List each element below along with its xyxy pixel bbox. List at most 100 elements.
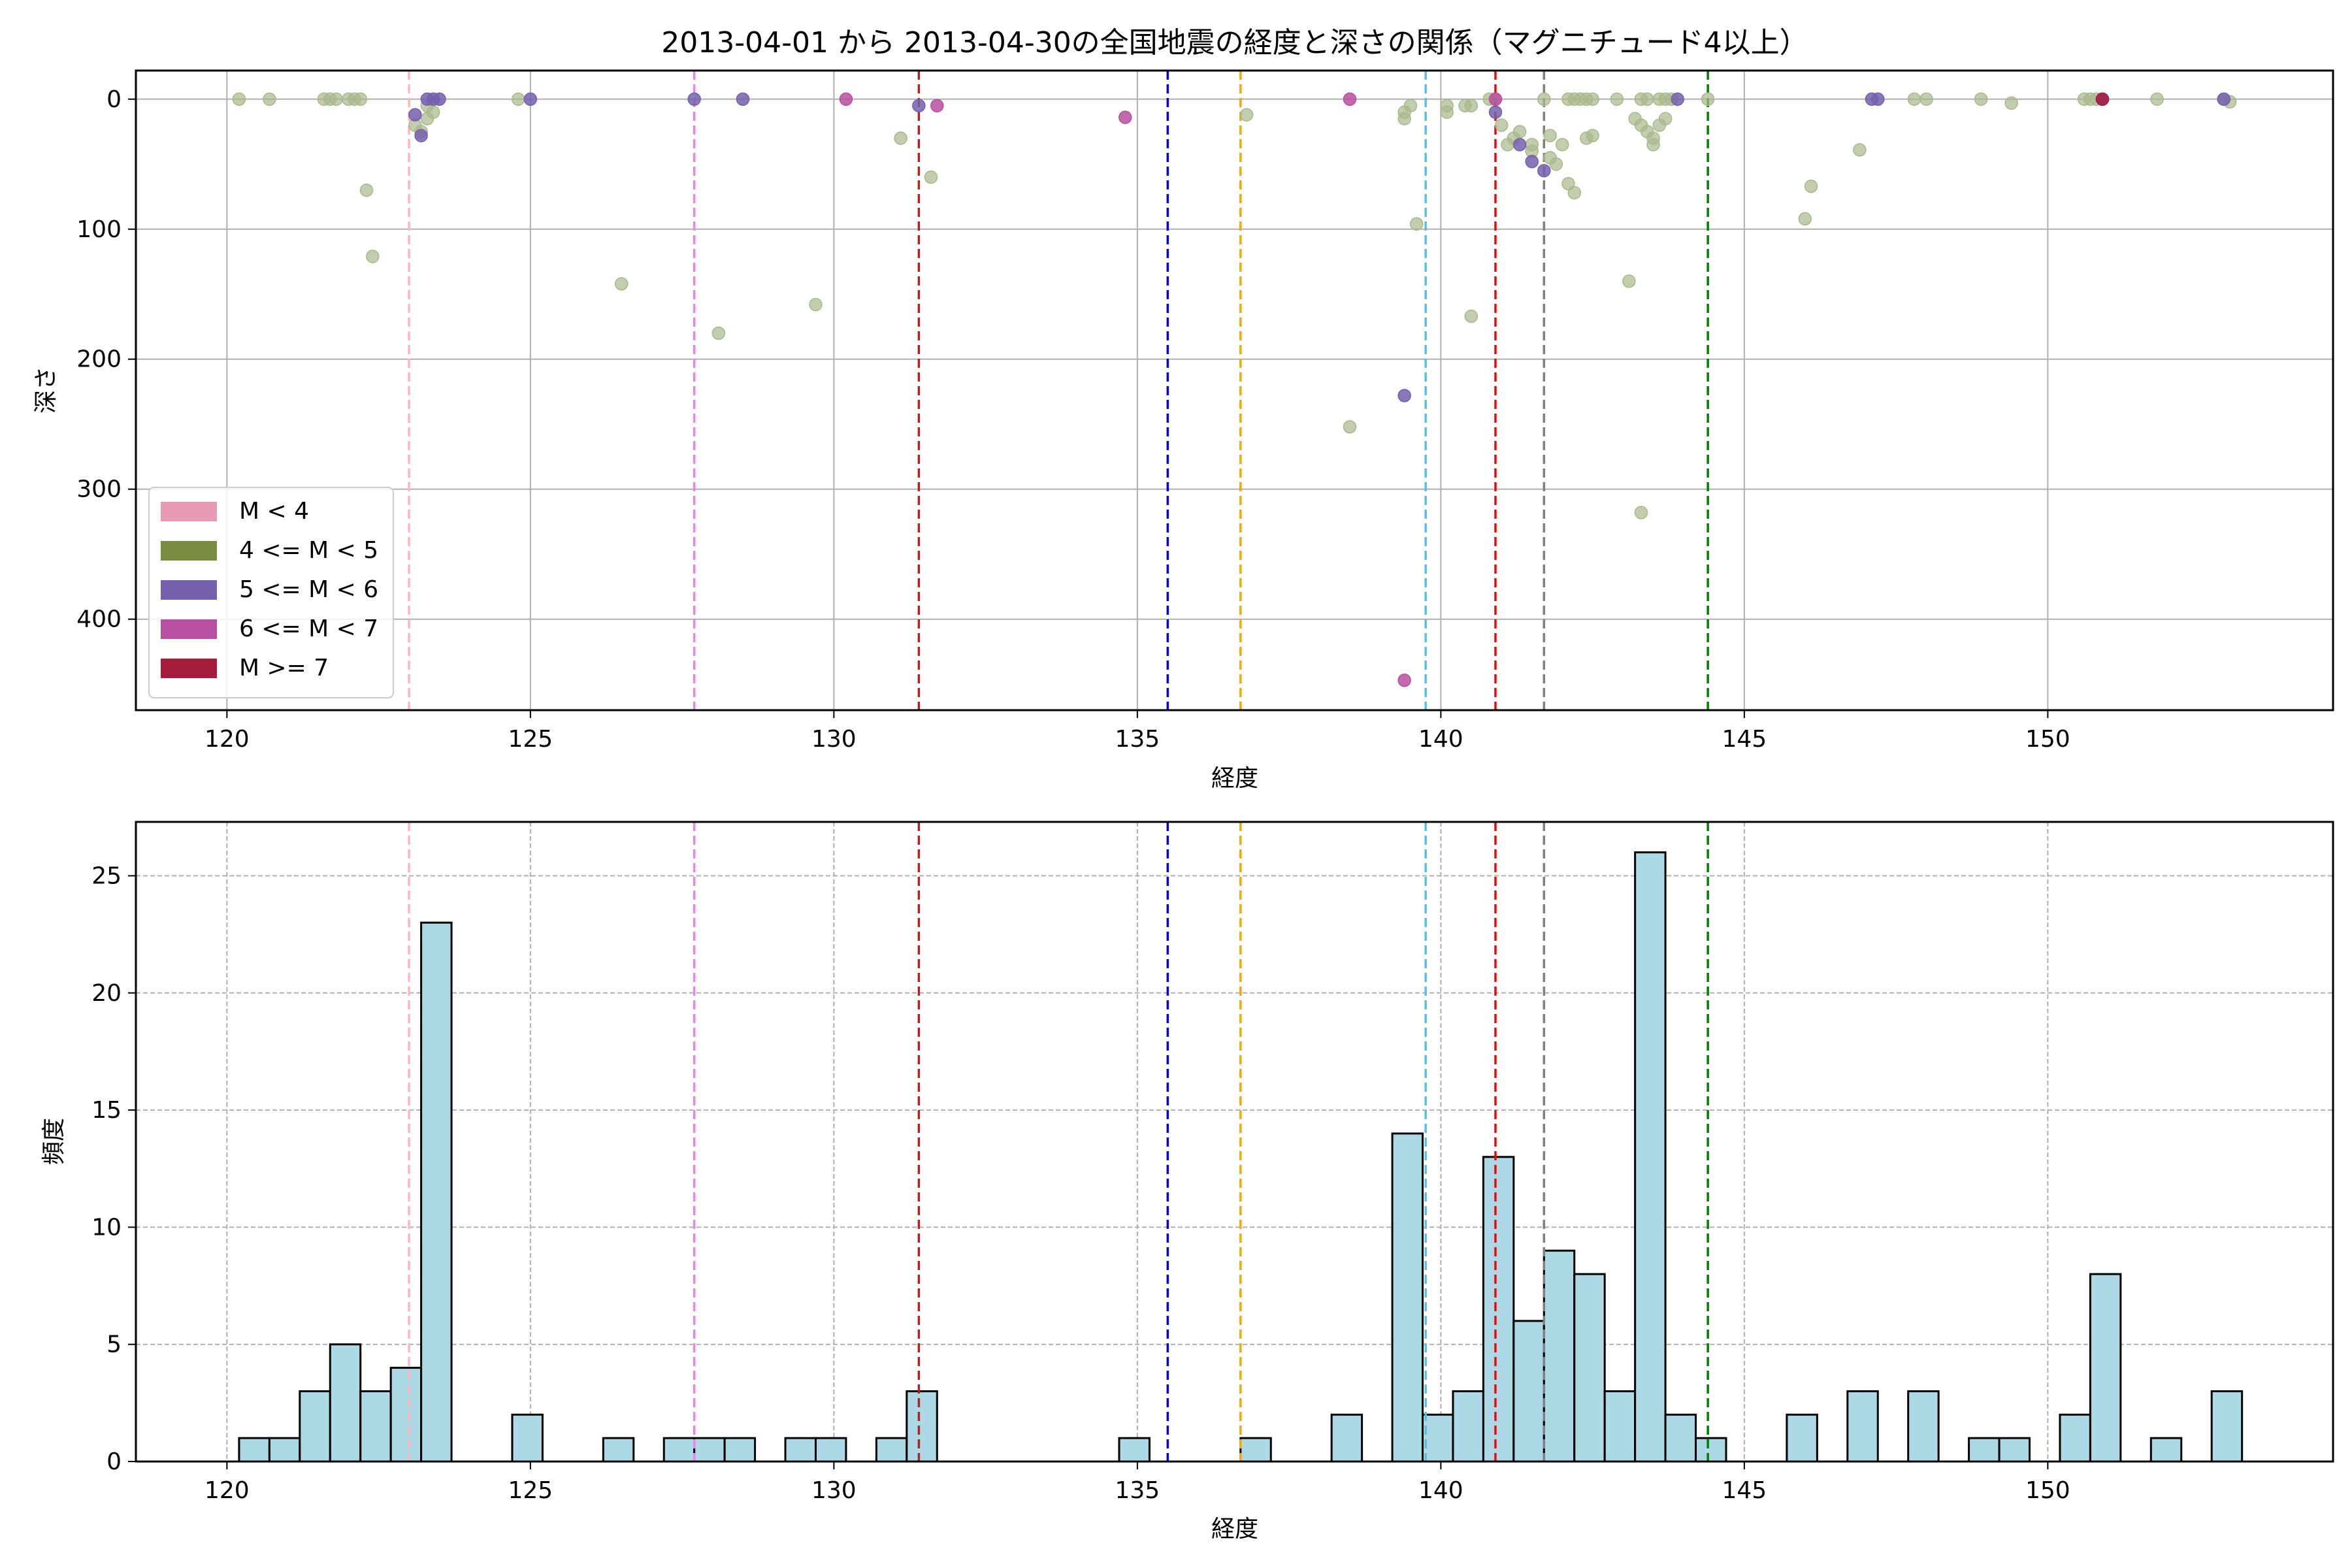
scatter-point bbox=[809, 297, 823, 312]
scatter-point bbox=[1464, 309, 1478, 323]
scatter-point bbox=[1488, 105, 1503, 119]
scatter-x-tick-label: 130 bbox=[811, 726, 857, 753]
scatter-point bbox=[1586, 92, 1599, 106]
scatter-panel: 120 125 130 135 140 145 150 0 100 200 300 400 経度 深… bbox=[33, 69, 2334, 792]
histogram-grid bbox=[136, 822, 2333, 1462]
scatter-x-tick-label: 120 bbox=[204, 726, 250, 753]
histogram-bar bbox=[299, 1390, 331, 1463]
histogram-bar bbox=[906, 1390, 938, 1463]
scatter-point bbox=[1537, 92, 1551, 106]
histogram-bar bbox=[1452, 1390, 1484, 1463]
scatter-x-tick-label: 125 bbox=[508, 726, 553, 753]
scatter-point bbox=[1622, 274, 1636, 288]
scatter-point bbox=[1397, 673, 1411, 687]
scatter-y-ticks: 0 100 200 300 400 bbox=[76, 86, 136, 633]
scatter-point bbox=[687, 92, 701, 106]
histogram-bar bbox=[420, 921, 453, 1463]
scatter-point bbox=[1974, 92, 1988, 106]
scatter-point bbox=[1853, 143, 1867, 157]
scatter-point bbox=[353, 92, 367, 106]
histogram-bar bbox=[784, 1437, 817, 1463]
scatter-point bbox=[1537, 163, 1551, 178]
scatter-point bbox=[736, 92, 750, 106]
scatter-point bbox=[1586, 129, 1599, 142]
histogram-y-tick-label: 15 bbox=[91, 1097, 122, 1124]
scatter-point bbox=[1870, 92, 1885, 106]
scatter-point bbox=[414, 129, 428, 142]
scatter-point bbox=[924, 170, 938, 184]
scatter-point bbox=[1464, 99, 1478, 112]
histogram-bar bbox=[1846, 1390, 1879, 1463]
scatter-point bbox=[1640, 92, 1654, 106]
scatter-x-tick-label: 145 bbox=[1722, 726, 1767, 753]
histogram-bar bbox=[875, 1437, 908, 1463]
histogram-bar bbox=[268, 1437, 301, 1463]
histogram-bar bbox=[1239, 1437, 1272, 1463]
histogram-bar bbox=[1786, 1413, 1818, 1463]
chart-title: 2013-04-01 から 2013-04-30の全国地震の経度と深さの関係（マ… bbox=[661, 26, 1808, 59]
histogram-bar bbox=[1907, 1390, 1940, 1463]
scatter-point bbox=[359, 183, 374, 197]
histogram-bar bbox=[693, 1437, 726, 1463]
scatter-reference-lines bbox=[408, 71, 1709, 710]
legend-swatch bbox=[161, 580, 217, 600]
histogram-panel: 120 125 130 135 140 145 150 0 5 10 15 20 25 経度 頻度 bbox=[41, 821, 2334, 1543]
scatter-point bbox=[1440, 99, 1454, 112]
legend: M < 4 4 <= M < 5 5 <= M < 6 6 <= M < 7 M >= … bbox=[148, 487, 394, 698]
scatter-point bbox=[614, 277, 629, 291]
legend-swatch bbox=[161, 659, 217, 678]
histogram-bar bbox=[389, 1367, 423, 1463]
legend-box bbox=[148, 487, 394, 698]
scatter-point bbox=[2004, 96, 2018, 110]
histogram-bar bbox=[1391, 1132, 1424, 1463]
histogram-bar bbox=[1695, 1437, 1727, 1463]
scatter-point bbox=[512, 92, 525, 106]
histogram-bar bbox=[1543, 1249, 1576, 1463]
histogram-bar bbox=[238, 1437, 270, 1463]
scatter-point bbox=[329, 92, 343, 106]
histogram-x-tick-label: 130 bbox=[811, 1477, 857, 1504]
histogram-bar bbox=[2210, 1390, 2244, 1463]
scatter-y-axis-label: 深さ bbox=[33, 367, 59, 414]
histogram-frame bbox=[135, 821, 2334, 1463]
histogram-x-tick-label: 120 bbox=[204, 1477, 250, 1504]
scatter-point bbox=[1525, 155, 1539, 169]
scatter-point bbox=[1907, 92, 1921, 106]
histogram-bar bbox=[511, 1413, 544, 1463]
scatter-point bbox=[433, 92, 446, 106]
scatter-point bbox=[1403, 99, 1418, 112]
histogram-x-axis-label: 経度 bbox=[1211, 1516, 1258, 1543]
histogram-y-tick-label: 20 bbox=[91, 980, 122, 1007]
histogram-bar bbox=[1421, 1413, 1454, 1463]
scatter-grid bbox=[136, 71, 2333, 710]
histogram-bar bbox=[1573, 1273, 1606, 1463]
scatter-point bbox=[1804, 179, 1818, 193]
scatter-point bbox=[1543, 129, 1557, 142]
scatter-y-tick-label: 400 bbox=[76, 606, 122, 633]
scatter-points bbox=[232, 92, 2237, 687]
scatter-point bbox=[2095, 92, 2110, 106]
scatter-point bbox=[2217, 92, 2231, 106]
scatter-point bbox=[839, 92, 853, 106]
histogram-bar bbox=[814, 1437, 847, 1463]
scatter-point bbox=[1634, 506, 1648, 519]
scatter-point bbox=[1646, 138, 1660, 152]
scatter-point bbox=[1397, 389, 1411, 402]
histogram-x-tick-label: 145 bbox=[1722, 1477, 1767, 1504]
histogram-y-axis-label: 頻度 bbox=[41, 1118, 67, 1165]
histogram-bar bbox=[1118, 1437, 1151, 1463]
scatter-point bbox=[1488, 92, 1503, 106]
histogram-bar bbox=[1634, 851, 1667, 1463]
scatter-point bbox=[1919, 92, 1933, 106]
scatter-x-ticks: 120 125 130 135 140 145 150 bbox=[204, 710, 2070, 753]
legend-label: M >= 7 bbox=[239, 655, 329, 681]
histogram-bar bbox=[2149, 1437, 2183, 1463]
scatter-point bbox=[1555, 138, 1569, 152]
scatter-point bbox=[1567, 186, 1581, 200]
scatter-point bbox=[1343, 419, 1357, 434]
histogram-x-ticks: 120 125 130 135 140 145 150 bbox=[204, 1462, 2070, 1504]
histogram-bar bbox=[1603, 1390, 1637, 1463]
histogram-bar bbox=[662, 1437, 696, 1463]
histogram-y-tick-label: 5 bbox=[106, 1331, 122, 1358]
